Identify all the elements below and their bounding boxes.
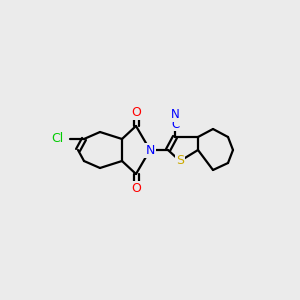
Text: C: C [171,118,179,130]
Text: O: O [131,106,141,118]
Text: Cl: Cl [51,133,63,146]
Text: N: N [171,109,179,122]
Text: O: O [131,182,141,194]
Text: S: S [176,154,184,167]
Text: N: N [145,143,155,157]
